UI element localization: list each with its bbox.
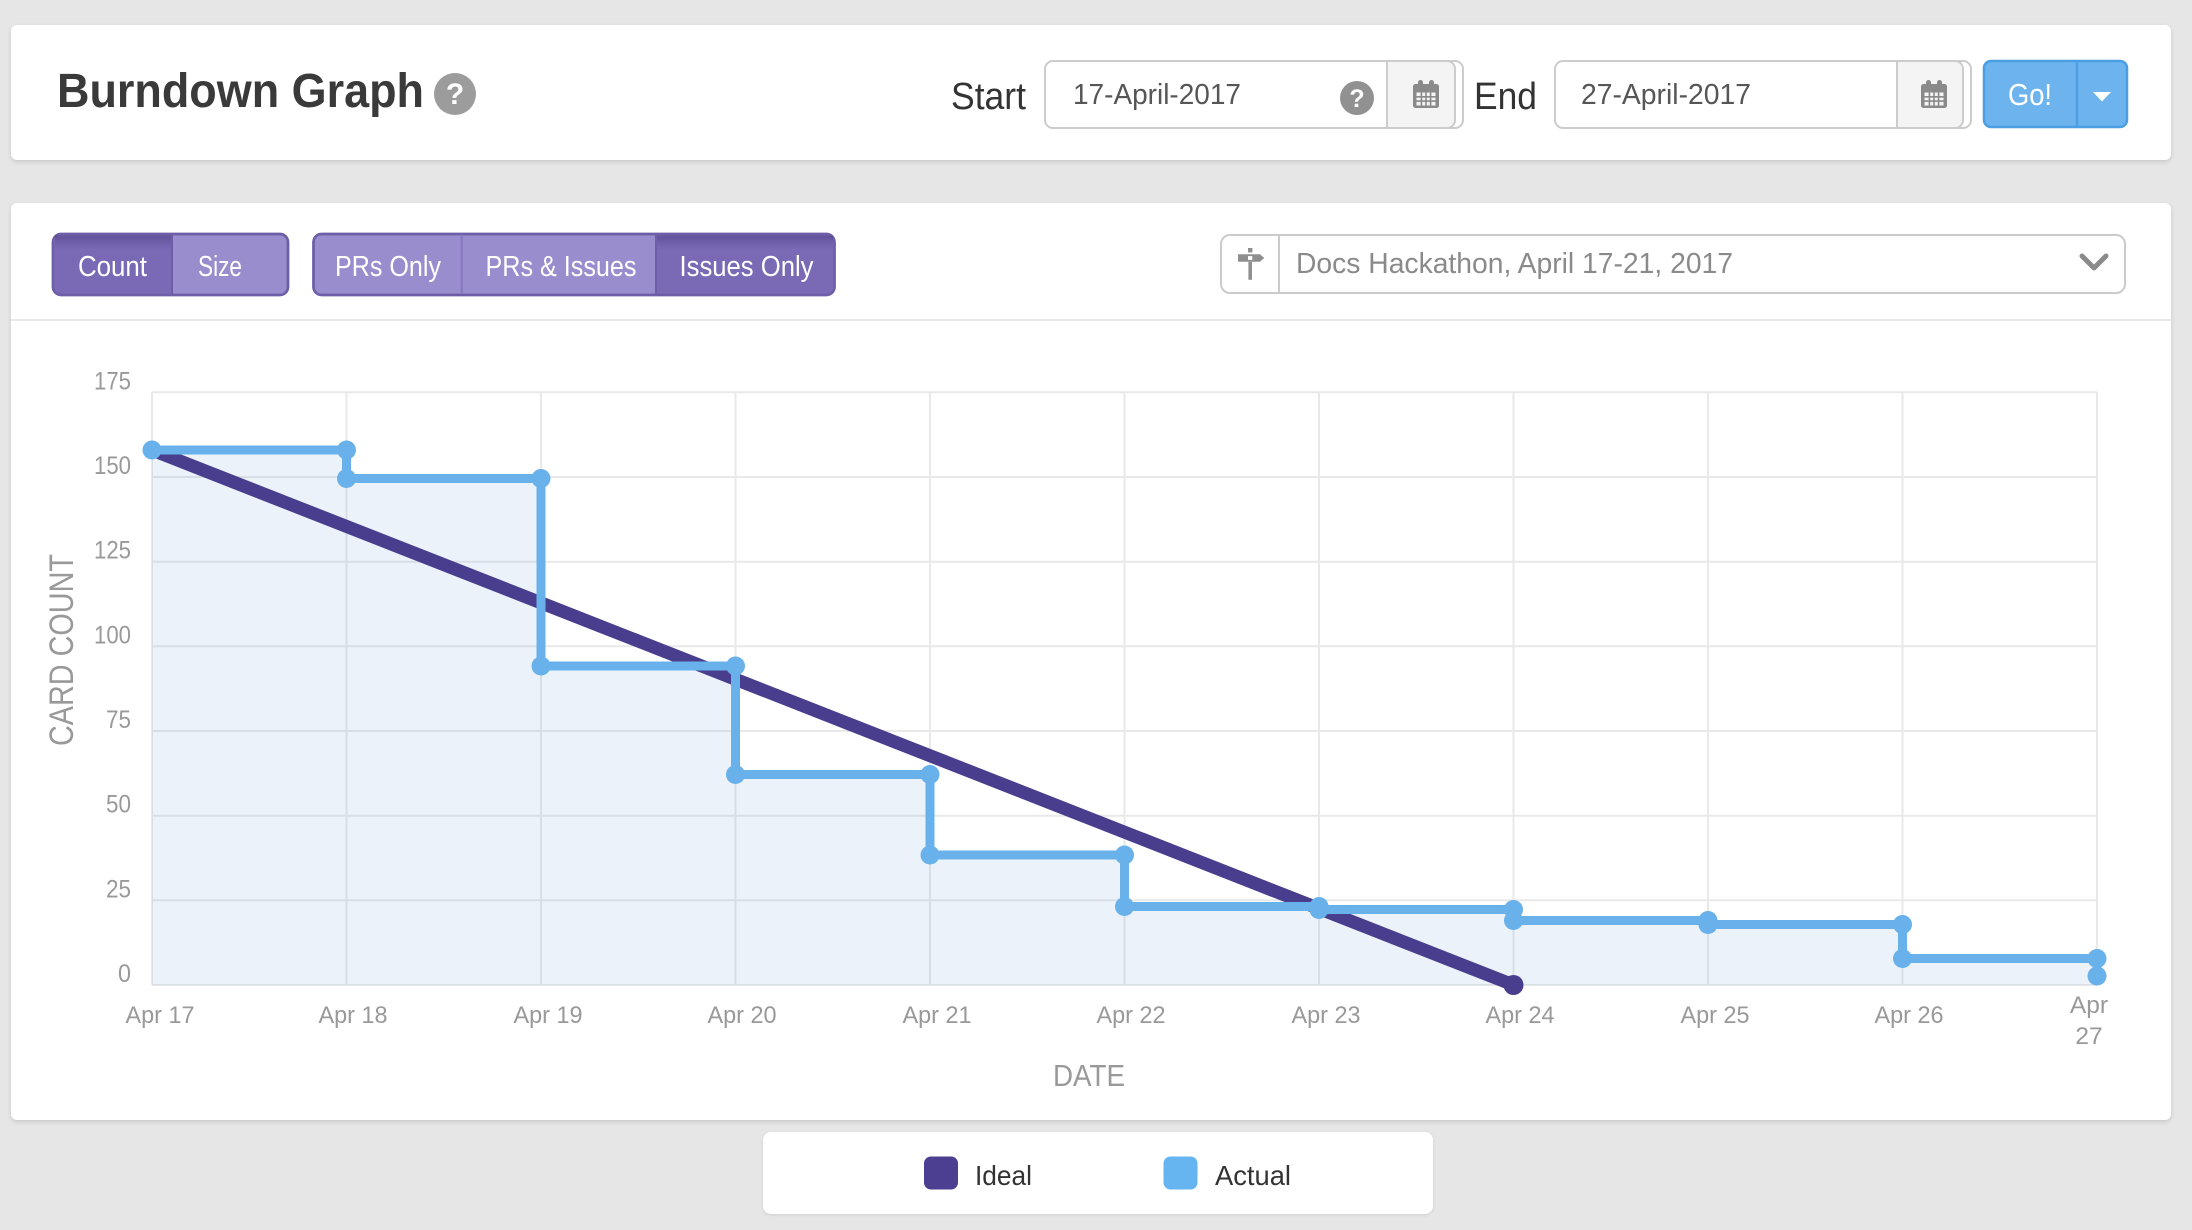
svg-text:Apr 20: Apr 20 xyxy=(708,1002,777,1029)
svg-text:Apr 22: Apr 22 xyxy=(1097,1002,1166,1029)
svg-text:Actual: Actual xyxy=(1215,1160,1291,1191)
svg-text:150: 150 xyxy=(94,452,131,480)
svg-text:Size: Size xyxy=(198,251,242,283)
svg-text:?: ? xyxy=(446,78,464,111)
svg-text:Apr 26: Apr 26 xyxy=(1875,1002,1944,1029)
svg-text:75: 75 xyxy=(106,706,131,734)
svg-text:25: 25 xyxy=(106,875,131,903)
svg-text:Start: Start xyxy=(951,76,1026,118)
svg-text:Count: Count xyxy=(78,251,147,283)
svg-text:50: 50 xyxy=(106,791,131,819)
svg-text:Docs Hackathon, April 17-21, 2: Docs Hackathon, April 17-21, 2017 xyxy=(1296,248,1733,280)
svg-text:Ideal: Ideal xyxy=(975,1160,1032,1191)
svg-text:Apr 25: Apr 25 xyxy=(1681,1002,1750,1029)
svg-text:100: 100 xyxy=(94,621,131,649)
svg-text:Burndown Graph: Burndown Graph xyxy=(57,65,424,118)
svg-text:27-April-2017: 27-April-2017 xyxy=(1581,79,1751,111)
svg-text:Go!: Go! xyxy=(2008,77,2052,112)
svg-text:PRs & Issues: PRs & Issues xyxy=(486,251,637,283)
svg-text:Apr 23: Apr 23 xyxy=(1292,1002,1361,1029)
svg-text:Apr 21: Apr 21 xyxy=(903,1002,972,1029)
svg-text:Apr 24: Apr 24 xyxy=(1486,1002,1555,1029)
svg-text:Issues Only: Issues Only xyxy=(680,251,814,283)
svg-text:DATE: DATE xyxy=(1053,1058,1125,1093)
svg-text:End: End xyxy=(1474,76,1537,118)
svg-text:175: 175 xyxy=(94,367,131,395)
svg-text:125: 125 xyxy=(94,537,131,565)
svg-text:17-April-2017: 17-April-2017 xyxy=(1073,79,1241,111)
svg-text:Apr 18: Apr 18 xyxy=(319,1002,388,1029)
svg-text:PRs Only: PRs Only xyxy=(335,251,441,283)
svg-text:Apr 17: Apr 17 xyxy=(126,1002,195,1029)
svg-text:0: 0 xyxy=(118,960,131,988)
svg-text:Apr: Apr xyxy=(2070,992,2108,1019)
svg-text:CARD COUNT: CARD COUNT xyxy=(43,554,81,746)
svg-text:27: 27 xyxy=(2075,1023,2102,1050)
svg-text:?: ? xyxy=(1349,85,1364,113)
svg-text:Apr 19: Apr 19 xyxy=(514,1002,583,1029)
